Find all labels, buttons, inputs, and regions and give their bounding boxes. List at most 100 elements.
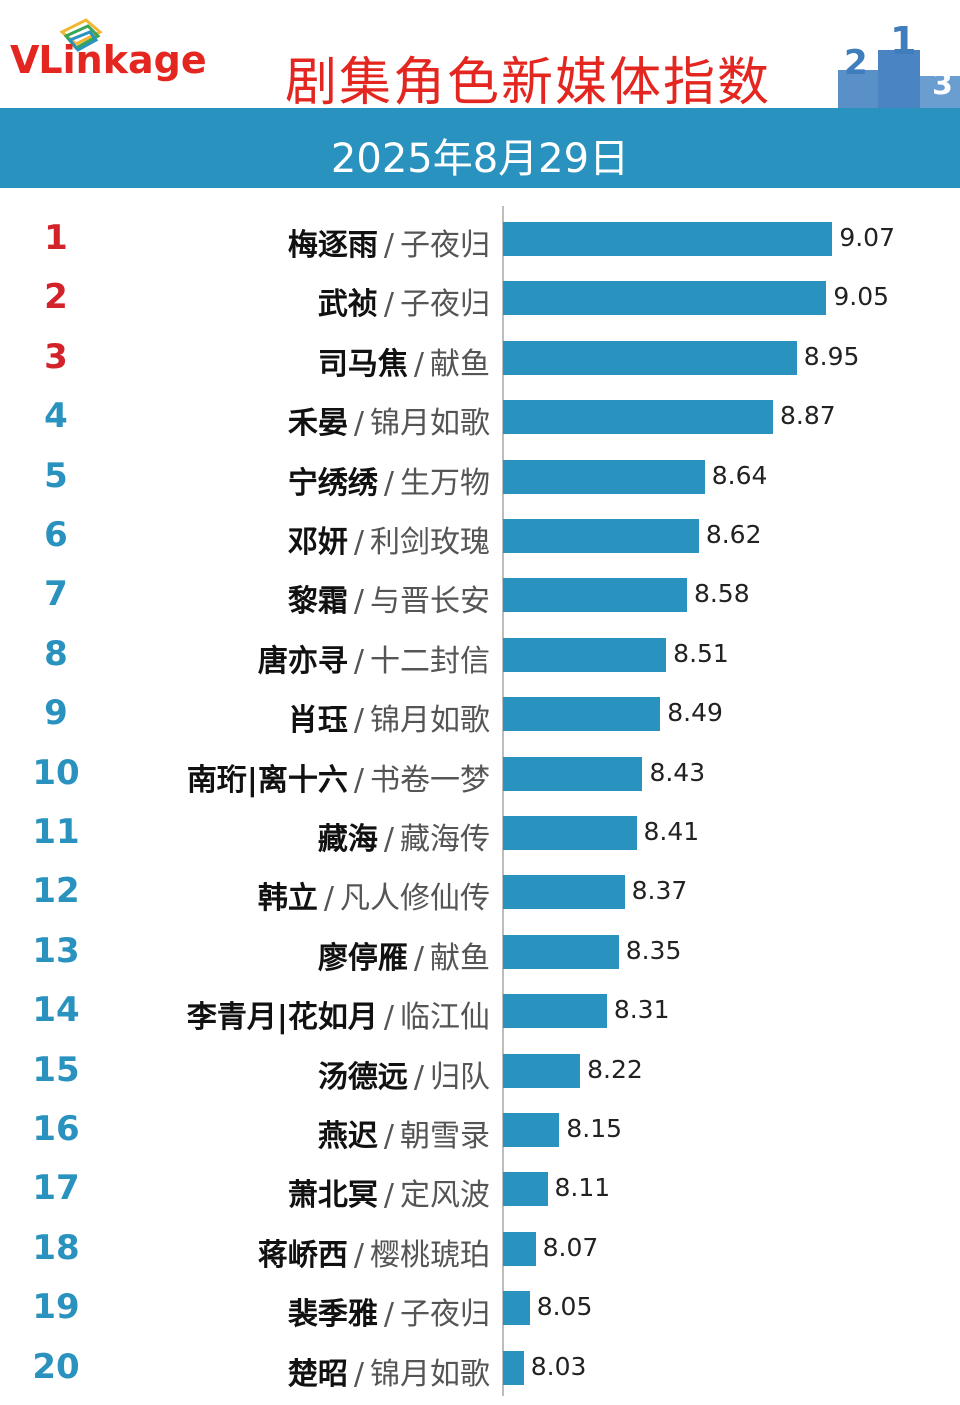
role-name: 禾晏 (287, 406, 348, 442)
rank-number: 19 (32, 1287, 80, 1328)
rank-number: 16 (32, 1109, 80, 1149)
show-name: 朝雪录 (400, 1119, 490, 1154)
rank-number: 6 (44, 515, 68, 555)
role-name: 藏海 (317, 822, 378, 857)
role-label: 蒋峤西 / 樱桃琥珀 (258, 1230, 490, 1274)
role-name: 唐亦寻 (257, 643, 348, 679)
rank-number: 12 (32, 871, 80, 912)
role-label: 梅逐雨 / 子夜归 (288, 220, 490, 264)
role-name: 廖停雁 (317, 940, 408, 976)
svg-text:2: 2 (844, 43, 868, 83)
separator: / (383, 465, 394, 501)
role-label: 燕迟 / 朝雪录 (318, 1111, 490, 1155)
value-bar (503, 459, 705, 494)
rank-number: 9 (44, 693, 68, 734)
value-label: 8.05 (536, 1292, 593, 1322)
value-bar (503, 875, 625, 910)
role-name: 汤德远 (317, 1059, 408, 1095)
value-bar (503, 222, 833, 256)
rank-number: 3 (44, 336, 68, 377)
role-label: 司马焦 / 献鱼 (318, 339, 490, 383)
role-name: 裴季雅 (287, 1297, 378, 1333)
role-label: 唐亦寻 / 十二封信 (258, 636, 490, 680)
rank-number: 2 (44, 277, 68, 318)
svg-text:3: 3 (932, 67, 953, 102)
role-name: 肖珏 (287, 703, 348, 739)
role-name: 李青月|花如月 (186, 1000, 378, 1036)
show-name: 利剑玫瑰 (370, 525, 490, 560)
page-title: 剧集角色新媒体指数 (285, 53, 772, 113)
role-name: 燕迟 (317, 1119, 378, 1154)
separator: / (383, 228, 394, 263)
value-label: 8.15 (566, 1114, 623, 1143)
rank-number: 10 (32, 752, 80, 793)
show-name: 锦月如歌 (370, 406, 490, 442)
separator: / (383, 1178, 394, 1214)
value-bar (503, 519, 699, 553)
separator: / (383, 287, 394, 323)
separator: / (323, 881, 334, 917)
role-label: 肖珏 / 锦月如歌 (288, 695, 490, 739)
rank-number: 5 (44, 455, 68, 496)
role-label: 裴季雅 / 子夜归 (288, 1289, 490, 1333)
value-bar (503, 340, 797, 375)
show-name: 书卷一梦 (370, 762, 490, 798)
rank-number: 13 (32, 930, 80, 971)
show-name: 临江仙 (400, 1000, 490, 1036)
value-bar (503, 1291, 530, 1326)
role-label: 韩立 / 凡人修仙传 (258, 873, 490, 917)
vlinkage-logo-mark-icon (58, 18, 104, 54)
show-name: 藏海传 (400, 822, 490, 857)
role-name: 司马焦 (317, 346, 408, 382)
rank-number: 1 (44, 218, 68, 258)
rank-number: 20 (32, 1346, 80, 1387)
separator: / (353, 1356, 364, 1392)
role-label: 萧北冥 / 定风波 (288, 1170, 490, 1214)
separator: / (413, 346, 424, 382)
value-label: 9.05 (833, 282, 890, 312)
show-name: 子夜归 (400, 287, 490, 323)
role-label: 廖停雁 / 献鱼 (318, 933, 490, 977)
separator: / (353, 1237, 364, 1273)
show-name: 十二封信 (370, 643, 490, 679)
date-band: 2025年8月29日 (0, 108, 960, 188)
vlinkage-logo: VLinkage (10, 38, 207, 82)
show-name: 锦月如歌 (370, 1356, 490, 1392)
separator: / (383, 1119, 394, 1154)
rank-number: 17 (32, 1168, 80, 1209)
rank-number: 8 (44, 633, 68, 674)
value-bar (503, 578, 687, 613)
role-label: 宁绣绣 / 生万物 (288, 458, 490, 502)
value-bar (503, 1172, 548, 1207)
value-bar (503, 400, 773, 435)
separator: / (413, 1059, 424, 1095)
value-label: 8.03 (530, 1351, 587, 1381)
separator: / (353, 406, 364, 442)
value-label: 8.37 (631, 876, 688, 906)
value-label: 8.41 (643, 817, 700, 846)
show-name: 樱桃琥珀 (370, 1237, 490, 1273)
role-name: 梅逐雨 (287, 228, 378, 263)
role-name: 萧北冥 (287, 1178, 378, 1214)
value-bar (503, 1350, 524, 1385)
value-label: 8.49 (667, 698, 723, 728)
value-label: 9.07 (839, 223, 895, 252)
value-label: 8.64 (711, 460, 768, 490)
show-name: 与晋长安 (370, 584, 490, 620)
show-name: 子夜归 (400, 1297, 490, 1333)
value-bar (503, 994, 607, 1029)
role-label: 楚昭 / 锦月如歌 (288, 1349, 490, 1393)
show-name: 归队 (430, 1059, 490, 1095)
role-name: 韩立 (257, 881, 318, 917)
role-name: 南珩|离十六 (186, 762, 348, 798)
podium-icon: 2 1 3 (838, 14, 960, 108)
separator: / (353, 525, 364, 560)
role-label: 邓妍 / 利剑玫瑰 (288, 517, 490, 561)
value-label: 8.87 (779, 401, 836, 431)
role-label: 武祯 / 子夜归 (318, 279, 490, 323)
value-bar (503, 281, 827, 316)
value-bar (503, 697, 661, 732)
show-name: 凡人修仙传 (340, 881, 490, 917)
show-name: 子夜归 (400, 228, 490, 263)
